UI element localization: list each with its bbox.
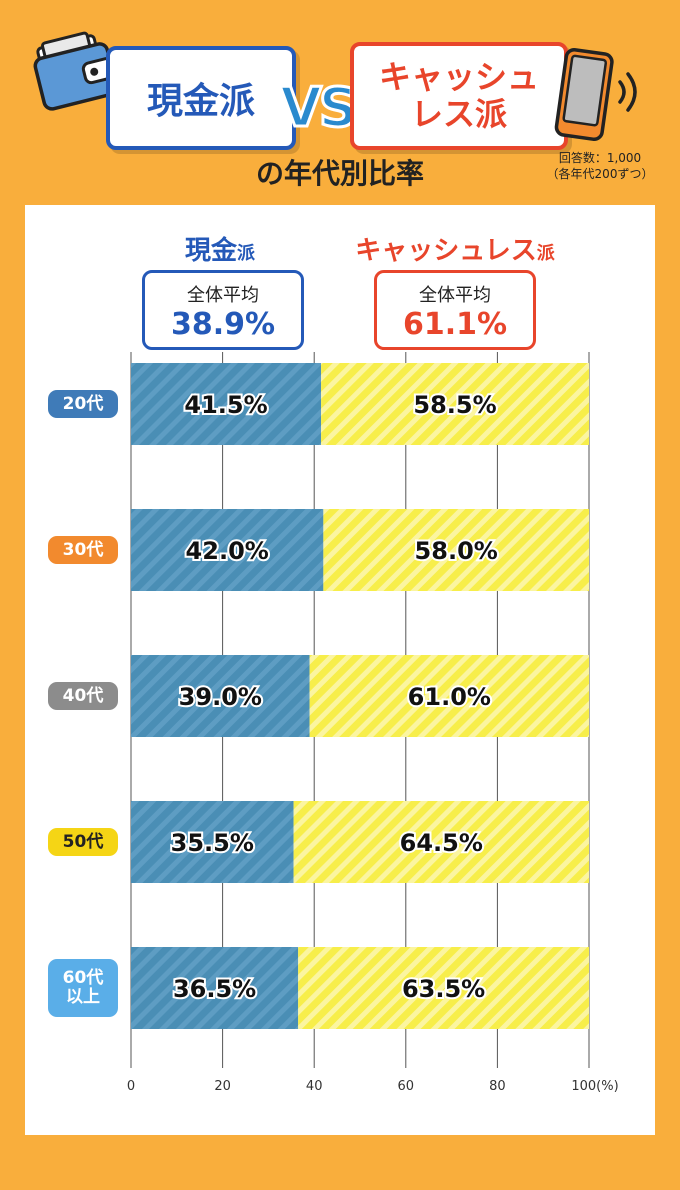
legend-cashless-title: キャッシュレス派 [340, 230, 570, 267]
vs-label: VS [279, 75, 360, 141]
legend-cash-average-value: 38.9% [170, 307, 276, 342]
legend-cash-main: 現金 [184, 236, 237, 266]
x-tick-label: 20 [214, 1079, 231, 1094]
legend-cashless-average-label: 全体平均 [419, 285, 491, 306]
legend-cash-average-label: 全体平均 [187, 285, 259, 306]
legend-cash-average-box: 全体平均 38.9% [142, 270, 304, 350]
bar-value-label: 58.5% [413, 391, 496, 419]
bar-value-label: 36.5% [173, 975, 256, 1003]
bar-value-label: 39.0% [179, 683, 262, 711]
bar-segment [321, 363, 589, 445]
legend-cashless-main: キャッシュレス [355, 236, 537, 266]
bar-segment [131, 947, 299, 1029]
bar-value-label: 35.5% [171, 829, 254, 857]
age-category-badge: 60代 以上 [48, 959, 118, 1017]
cashless-title: キャッシュ レス派 [350, 42, 568, 150]
bar-value-label: 41.5% [184, 391, 267, 419]
smartphone-icon [548, 44, 648, 148]
bar-value-label: 64.5% [400, 829, 483, 857]
note-line-1: 回答数：1,000 [558, 151, 642, 165]
age-category-badge: 30代 [48, 536, 118, 564]
header: 現金派 VS キャッシュ レス派 の年代別比率 回答数：1,000 （各年代20… [0, 0, 680, 205]
bar-segment [131, 363, 322, 445]
bar-segment [323, 509, 589, 591]
bar-value-label: 63.5% [402, 975, 485, 1003]
legend-cash-suffix: 派 [237, 243, 255, 264]
x-tick-label: 60 [398, 1079, 415, 1094]
bar-segment [298, 947, 589, 1029]
age-category-badge: 20代 [48, 390, 118, 418]
x-tick-label: 100(%) [571, 1079, 618, 1094]
chart-subtitle: の年代別比率 [255, 157, 424, 190]
legend-cashless-average-box: 全体平均 61.1% [374, 270, 536, 350]
bar-segment [131, 655, 310, 737]
bar-segment [131, 801, 294, 883]
bar-value-label: 42.0% [186, 537, 269, 565]
age-category-badge: 50代 [48, 828, 118, 856]
bar-value-label: 58.0% [415, 537, 498, 565]
bar-segment [131, 509, 324, 591]
legend-cashless-average-value: 61.1% [402, 307, 508, 342]
bar-segment [293, 801, 589, 883]
x-tick-label: 80 [489, 1079, 506, 1094]
x-tick-label: 40 [306, 1079, 323, 1094]
x-tick-label: 0 [127, 1079, 135, 1094]
age-category-badge: 40代 [48, 682, 118, 710]
bar-value-label: 61.0% [408, 683, 491, 711]
legend-cashless-suffix: 派 [536, 243, 555, 264]
cashless-title-line2: レス派 [410, 95, 507, 133]
bar-segment [309, 655, 589, 737]
legend-cash-title: 現金派 [140, 230, 300, 267]
note-line-2: （各年代200ずつ） [546, 167, 654, 181]
cash-title: 現金派 [106, 46, 296, 150]
response-count-note: 回答数：1,000 （各年代200ずつ） [540, 150, 660, 182]
cashless-title-line1: キャッシュ [378, 58, 539, 97]
